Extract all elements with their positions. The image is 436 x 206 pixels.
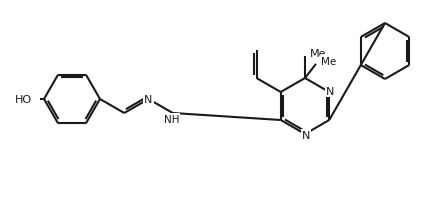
Text: Me: Me: [321, 57, 336, 67]
Text: N: N: [302, 130, 310, 140]
Text: HO: HO: [15, 95, 32, 104]
Text: N: N: [144, 95, 153, 104]
Text: N: N: [326, 87, 334, 97]
Text: NH: NH: [164, 115, 180, 124]
Text: Me: Me: [310, 49, 327, 59]
